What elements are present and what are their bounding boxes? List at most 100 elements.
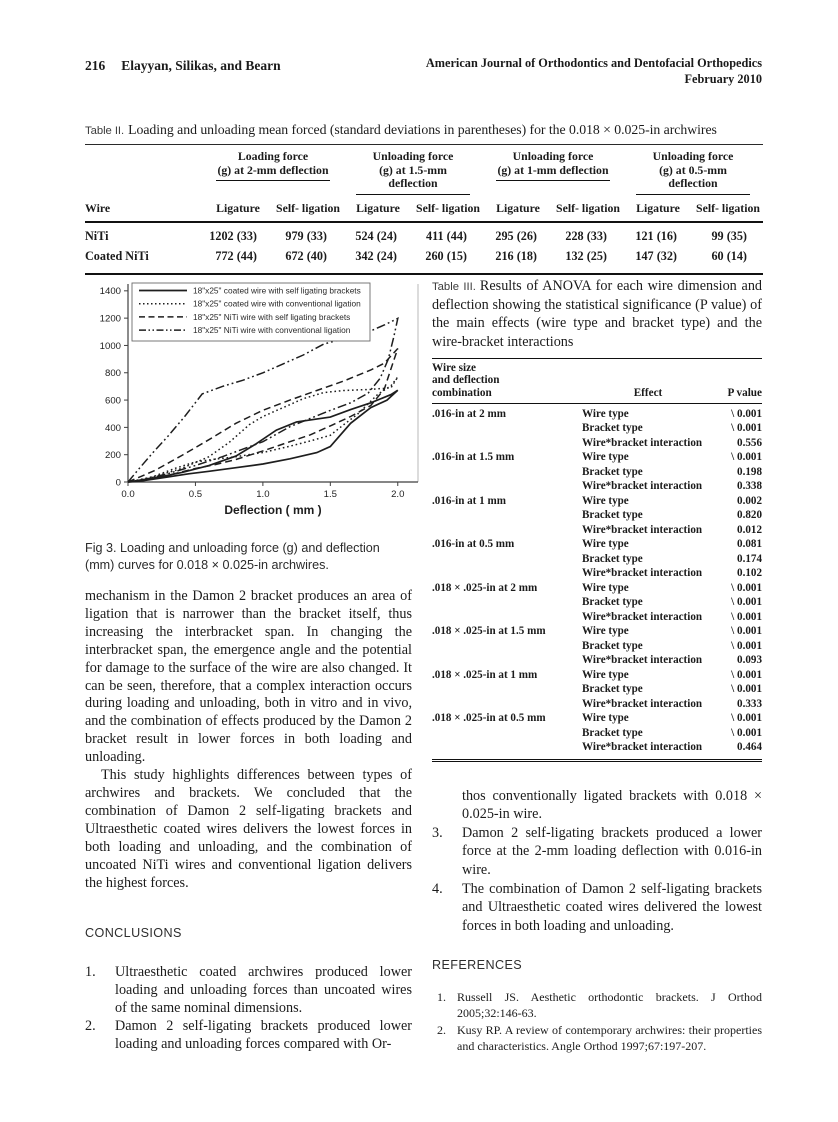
wire-size-cell	[432, 523, 582, 538]
table-row: .018 × .025-in at 0.5 mm Wire type \ 0.001	[432, 711, 762, 726]
legend-box	[131, 282, 371, 342]
running-header-left: 216 Elayyan, Silikas, and Bearn	[85, 58, 281, 74]
effect-cell: Wire*bracket interaction	[582, 654, 703, 667]
wire-size-cell	[432, 610, 582, 625]
conclusions-list: 1. Ultraesthetic coated archwires produce…	[85, 964, 412, 1054]
p-value-cell: \ 0.001	[731, 712, 762, 725]
table-row: Bracket type 0.820	[432, 508, 762, 523]
table-row: Bracket type \ 0.001	[432, 726, 762, 741]
effect-cell: Wire type	[582, 451, 629, 464]
effect-cell: Wire type	[582, 625, 629, 638]
table-row: Bracket type \ 0.001	[432, 639, 762, 654]
table2-label: Table II.	[85, 125, 125, 137]
p-value-cell: \ 0.001	[731, 639, 762, 652]
list-item-text: Russell JS. Aesthetic orthodontic bracke…	[457, 990, 762, 1021]
effect-cell: Wire type	[582, 407, 629, 420]
effect-cell: Wire*bracket interaction	[582, 741, 703, 754]
table-cell: 1202 (33)	[209, 229, 257, 243]
table-row: Wire*bracket interaction 0.102	[432, 566, 762, 581]
table2-title: Table II. Loading and unloading mean forc…	[85, 122, 763, 138]
x-tick-label: 0.0	[121, 489, 134, 500]
effect-cell: Bracket type	[582, 683, 643, 696]
list-item-continuation: thos conventionally ligated brackets wit…	[462, 787, 762, 823]
wire-size-cell	[432, 697, 582, 712]
table-cell: 121 (16)	[635, 229, 677, 243]
table-row: Wire*bracket interaction 0.464	[432, 740, 762, 755]
table-row: .018 × .025-in at 1.5 mm Wire type \ 0.001	[432, 624, 762, 639]
p-value-cell: 0.464	[737, 741, 762, 754]
table3-body: .016-in at 2 mm Wire type \ 0.001 Bracket t…	[432, 404, 762, 762]
list-item: 1. Ultraesthetic coated archwires produce…	[85, 964, 412, 1018]
running-header-right: American Journal of Orthodontics and Den…	[426, 56, 762, 87]
body-paragraph: This study highlights differences betwee…	[85, 767, 412, 891]
effect-cell: Wire*bracket interaction	[582, 523, 703, 536]
wire-size-cell	[432, 552, 582, 567]
column-header-ligature: Ligature	[636, 200, 680, 215]
y-tick-label: 200	[105, 450, 121, 461]
table-3: Wire size and deflection combination Effec…	[432, 357, 762, 762]
conclusions-heading: CONCLUSIONS	[85, 926, 182, 941]
effect-cell: Wire type	[582, 494, 629, 507]
p-value-cell: \ 0.001	[731, 683, 762, 696]
wire-size-cell	[432, 653, 582, 668]
chart-line	[127, 376, 399, 483]
references-list: 1. Russell JS. Aesthetic orthodontic brac…	[432, 990, 762, 1054]
column-header-ligature: Ligature	[356, 200, 400, 215]
column-header-self-ligation: Self- ligation	[416, 200, 480, 215]
table-cell: 295 (26)	[495, 229, 537, 243]
list-item-text: Damon 2 self-ligating brackets produced …	[115, 1018, 412, 1052]
list-item-text: Ultraesthetic coated archwires produced …	[115, 964, 412, 1017]
y-tick-label: 400	[105, 423, 121, 434]
list-item: 2. Damon 2 self-ligating brackets produce…	[85, 1018, 412, 1054]
wire-size-cell	[432, 639, 582, 654]
table2-grid: Loading force (g) at 2-mm deflection Unloa…	[85, 144, 763, 275]
effect-cell: Bracket type	[582, 509, 643, 522]
chart-line	[127, 347, 399, 483]
table-row: Wire*bracket interaction \ 0.001	[432, 610, 762, 625]
page-number: 216	[85, 58, 106, 73]
wire-size-cell	[432, 682, 582, 697]
legend-entry-label: 18"x25" NiTi wire with conventional liga…	[193, 325, 351, 335]
table-row: .016-in at 0.5 mm Wire type 0.081	[432, 537, 762, 552]
table-cell: 228 (33)	[565, 229, 607, 243]
p-value-cell: \ 0.001	[731, 596, 762, 609]
conclusions-list-continued: 3. Damon 2 self-ligating brackets produce…	[432, 824, 762, 936]
effect-cell: Bracket type	[582, 596, 643, 609]
p-value-cell: \ 0.001	[731, 407, 762, 420]
issue-date: February 2010	[684, 71, 762, 86]
figure-caption: Fig 3. Loading and unloading force (g) a…	[85, 541, 380, 572]
list-item: 1. Russell JS. Aesthetic orthodontic brac…	[432, 990, 762, 1022]
effect-cell: Wire*bracket interaction	[582, 436, 703, 449]
p-value-cell: 0.556	[737, 436, 762, 449]
p-value-cell: \ 0.001	[731, 726, 762, 739]
p-value-cell: 0.198	[737, 465, 762, 478]
left-column: mechanism in the Damon 2 bracket produce…	[85, 588, 412, 1054]
wire-size-cell: .016-in at 0.5 mm	[432, 538, 515, 551]
p-value-cell: 0.102	[737, 567, 762, 580]
chart-line	[127, 389, 399, 483]
effect-cell: Wire type	[582, 538, 629, 551]
table-row: Wire*bracket interaction 0.012	[432, 523, 762, 538]
table-cell: 772 (44)	[215, 249, 257, 263]
force-deflection-chart: 0 200 400 600 800 1000 1200 1400 0.0 0.5 1.0 1.5 2.0…	[100, 282, 419, 517]
p-value-cell: 0.174	[737, 552, 762, 565]
table-row: Bracket type 0.174	[432, 552, 762, 567]
table-row: Bracket type \ 0.001	[432, 421, 762, 436]
table-cell: 99 (35)	[711, 229, 747, 243]
list-item: 2. Kusy RP. A review of contemporary arch…	[432, 1023, 762, 1055]
p-value-cell: \ 0.001	[731, 422, 762, 435]
p-value-cell: 0.012	[737, 523, 762, 536]
wire-size-cell	[432, 479, 582, 494]
list-item-number: 2.	[85, 1018, 96, 1035]
y-tick-label: 0	[116, 477, 121, 488]
effect-cell: Wire type	[582, 581, 629, 594]
column-header-ligature: Ligature	[496, 200, 540, 215]
table3-title-text: Results of ANOVA for each wire dimension…	[432, 278, 763, 350]
table-row: Bracket type 0.198	[432, 465, 762, 480]
right-column: Table III. Results of ANOVA for each wire…	[432, 277, 762, 1055]
wire-size-cell: .018 × .025-in at 1.5 mm	[432, 625, 546, 638]
x-tick-label: 0.5	[189, 489, 202, 500]
list-item-text: Damon 2 self-ligating brackets produced …	[462, 824, 762, 878]
table-cell: 672 (40)	[285, 249, 327, 263]
y-tick-label: 1000	[100, 341, 121, 352]
